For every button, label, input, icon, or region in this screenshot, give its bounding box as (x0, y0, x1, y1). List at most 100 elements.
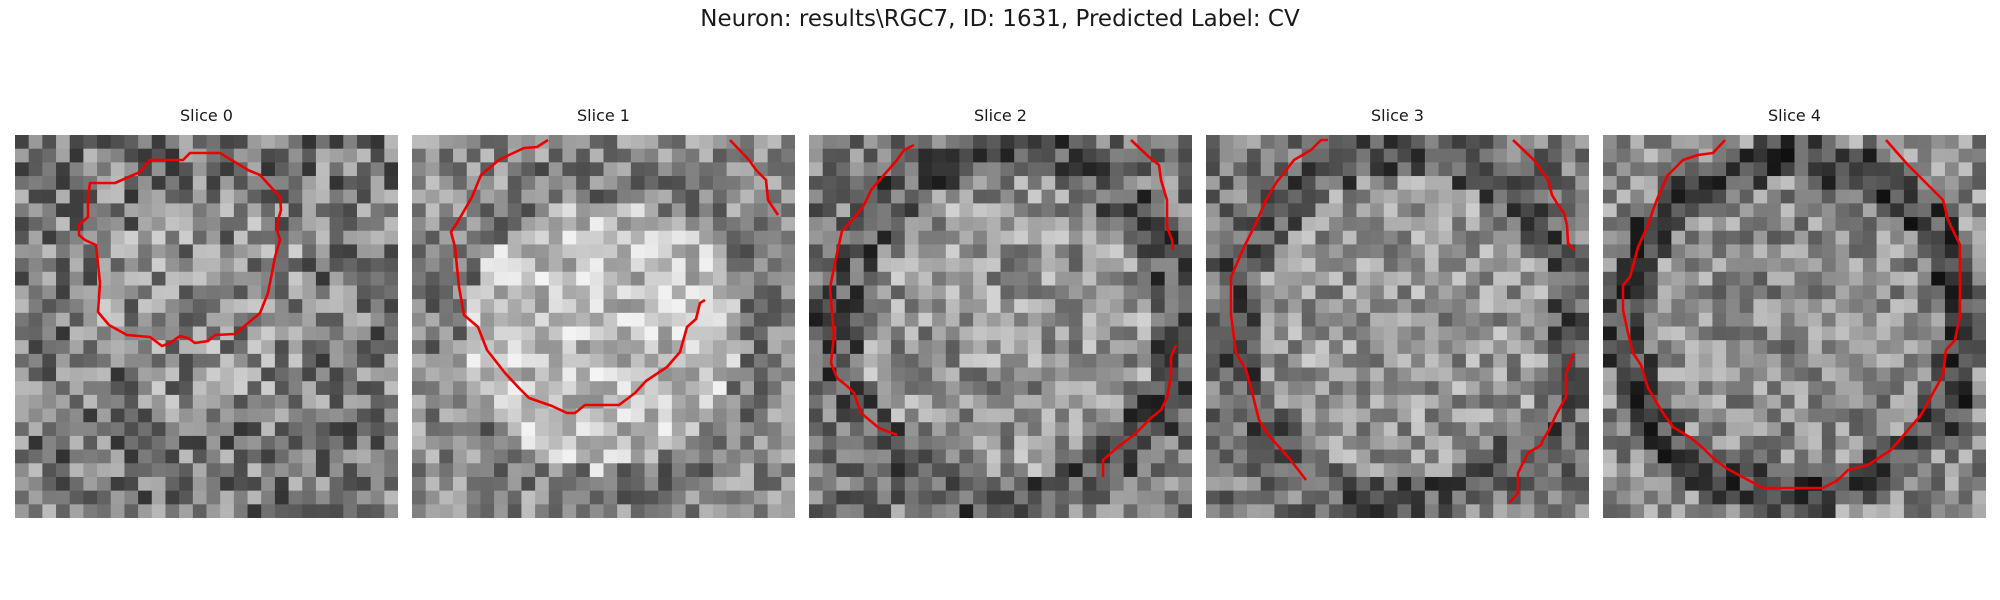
pixel (261, 476, 276, 492)
pixel (1329, 394, 1344, 410)
pixel (617, 490, 632, 505)
pixel (1424, 189, 1440, 204)
pixel (1780, 285, 1796, 300)
pixel (1041, 422, 1056, 437)
pixel (1616, 340, 1631, 355)
pixel (138, 203, 153, 218)
pixel (1452, 449, 1467, 464)
pixel (1506, 422, 1522, 437)
pixel (1944, 408, 1960, 423)
pixel (1753, 135, 1768, 150)
pixel (233, 299, 249, 314)
pixel (412, 258, 427, 273)
pixel (1096, 203, 1111, 218)
pixel (1109, 189, 1125, 204)
pixel (1890, 353, 1905, 369)
pixel (1685, 353, 1700, 369)
pixel (644, 435, 659, 451)
pixel (809, 299, 824, 314)
pixel (151, 230, 167, 246)
pixel (329, 230, 344, 246)
pixel (685, 258, 700, 273)
pixel (1479, 367, 1494, 382)
pixel (1849, 435, 1864, 451)
pixel (1301, 176, 1317, 191)
pixel (1411, 326, 1426, 341)
pixel (904, 312, 920, 328)
pixel (1520, 340, 1535, 355)
pixel (1835, 271, 1850, 287)
pixel (1944, 476, 1960, 492)
pixel (370, 476, 385, 492)
pixel (124, 394, 139, 410)
pixel (712, 148, 728, 163)
pixel (945, 285, 961, 300)
pixel (1794, 367, 1809, 382)
pixel (904, 285, 920, 300)
pixel (767, 394, 782, 410)
pixel (1315, 271, 1330, 287)
pixel (425, 381, 440, 396)
pixel (1712, 504, 1727, 518)
pixel (1014, 394, 1029, 410)
pixel (1068, 162, 1084, 177)
pixel (932, 381, 947, 396)
pixel (15, 422, 30, 437)
pixel (1767, 148, 1782, 163)
pixel (220, 394, 235, 410)
pixel (1808, 463, 1823, 478)
pixel (1493, 381, 1508, 396)
pixel (726, 203, 741, 218)
pixel (630, 449, 646, 464)
pixel (83, 353, 98, 369)
pixel (110, 203, 126, 218)
pixel (1493, 408, 1508, 423)
pixel (1027, 217, 1043, 232)
pixel (1917, 148, 1932, 163)
pixel (904, 490, 920, 505)
pixel (192, 189, 208, 204)
pixel (1506, 217, 1522, 232)
pixel (1767, 135, 1782, 150)
pixel (644, 203, 659, 218)
pixel (206, 258, 221, 273)
pixel (1342, 449, 1358, 464)
pixel (315, 490, 331, 505)
pixel (1411, 189, 1426, 204)
pixel (1903, 326, 1919, 341)
pixel (1014, 176, 1029, 191)
pixel (192, 217, 208, 232)
pixel (1137, 381, 1152, 396)
pixel (1890, 422, 1905, 437)
pixel (97, 244, 112, 259)
pixel (973, 244, 988, 259)
pixel (1342, 189, 1358, 204)
pixel (1370, 299, 1385, 314)
pixel (1944, 258, 1960, 273)
pixel (1411, 504, 1426, 518)
pixel (891, 217, 906, 232)
pixel (1096, 381, 1111, 396)
pixel (1575, 353, 1589, 369)
pixel (220, 476, 235, 492)
pixel (1616, 435, 1631, 451)
pixel (1233, 490, 1248, 505)
pixel (644, 148, 659, 163)
pixel (726, 189, 741, 204)
pixel (1329, 504, 1344, 518)
slice-title: Slice 1 (577, 106, 630, 125)
pixel (1014, 312, 1029, 328)
pixel (809, 271, 824, 287)
pixel (877, 271, 892, 287)
pixel (781, 435, 795, 451)
pixel (28, 203, 43, 218)
pixel (1917, 367, 1932, 382)
pixel (1014, 422, 1029, 437)
pixel (384, 326, 398, 341)
pixel (589, 230, 605, 246)
pixel (425, 271, 440, 287)
pixel (904, 203, 920, 218)
pixel (1890, 504, 1905, 518)
pixel (576, 217, 591, 232)
pixel (453, 381, 468, 396)
